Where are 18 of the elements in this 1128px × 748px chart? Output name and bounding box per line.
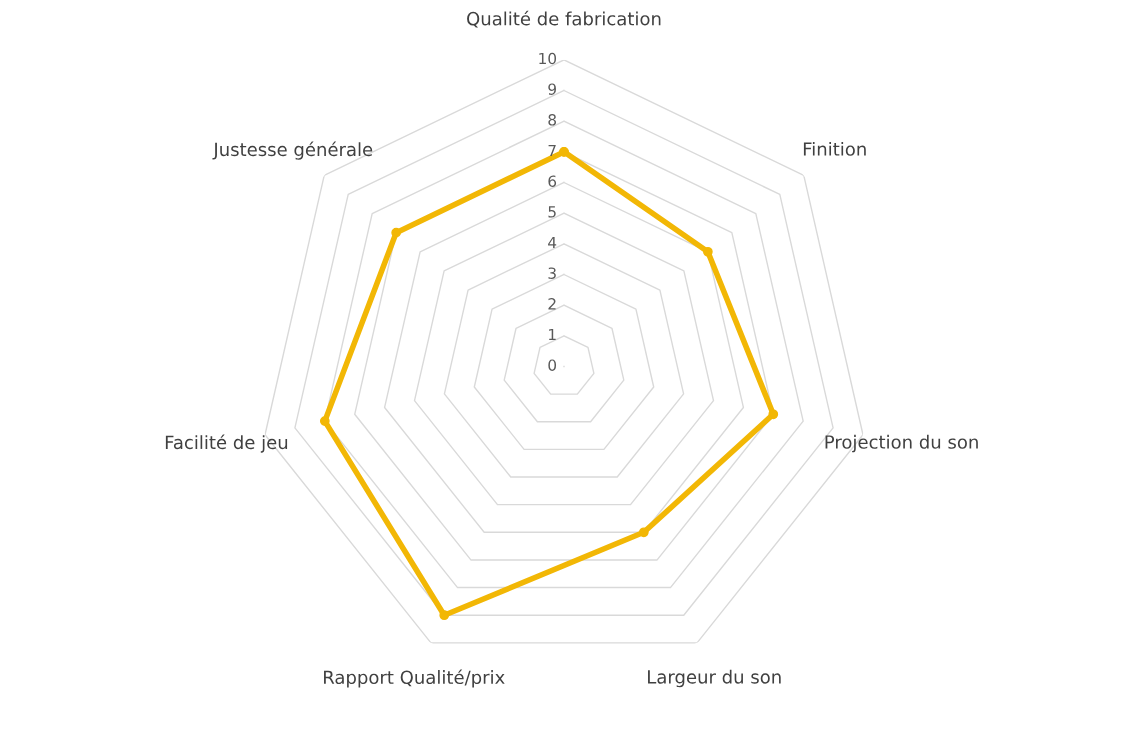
y-tick-label: 5 <box>548 206 556 218</box>
spoke-label: Justesse générale <box>212 141 373 160</box>
y-tick-label: 3 <box>548 267 556 279</box>
spoke-label: Projection du son <box>825 434 978 453</box>
y-tick-label: 6 <box>548 175 557 187</box>
spoke-label: Finition <box>803 141 866 156</box>
y-tick-label: 2 <box>548 298 556 310</box>
spoke-label: Rapport Qualité/prix <box>324 669 505 688</box>
y-tick-label: 0 <box>548 359 557 371</box>
y-tick-label: 7 <box>548 144 556 157</box>
spoke-label: Facilité de jeu <box>165 434 288 453</box>
y-tick-label: 9 <box>548 83 556 95</box>
spoke-label: Qualité de fabrication <box>467 10 661 28</box>
y-tick-label: 1 <box>549 328 556 341</box>
spoke-label: Largeur du son <box>648 669 781 688</box>
y-tick-label: 4 <box>548 236 557 249</box>
y-tick-label: 10 <box>539 52 557 65</box>
y-tick-label: 8 <box>548 114 557 126</box>
